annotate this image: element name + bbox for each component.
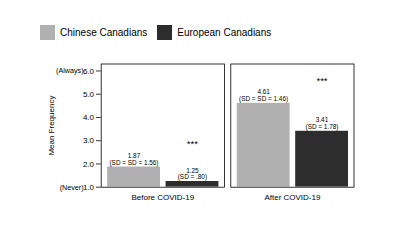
svg-text:3.41(SD = 1.78): 3.41(SD = 1.78) (306, 116, 339, 130)
svg-text:***: *** (187, 138, 198, 149)
html-text:Chinese Canadians: Chinese Canadians (60, 27, 148, 38)
svg-text:5.0: 5.0 (83, 90, 95, 99)
svg-text:4.0: 4.0 (83, 113, 95, 122)
svg-text:3.0: 3.0 (83, 136, 95, 145)
svg-text:(Always): (Always) (56, 66, 84, 75)
svg-text:1.0: 1.0 (83, 183, 95, 192)
svg-text:Before COVID-19: Before COVID-19 (131, 193, 194, 202)
svg-text:6.0: 6.0 (83, 67, 95, 76)
svg-text:After COVID-19: After COVID-19 (264, 193, 321, 202)
svg-text:1.87(SD = SD = 1.56): 1.87(SD = SD = 1.56) (109, 152, 158, 166)
svg-text:Mean Frequency: Mean Frequency (47, 96, 56, 156)
svg-text:2.0: 2.0 (83, 160, 95, 169)
svg-text:4.61(SD = SD = 1.46): 4.61(SD = SD = 1.46) (239, 88, 288, 102)
svg-text:(Never): (Never) (60, 183, 84, 192)
svg-text:1.25(SD = .80): 1.25(SD = .80) (178, 167, 207, 181)
html-text:European Canadians: European Canadians (177, 27, 272, 38)
svg-text:***: *** (316, 75, 327, 86)
